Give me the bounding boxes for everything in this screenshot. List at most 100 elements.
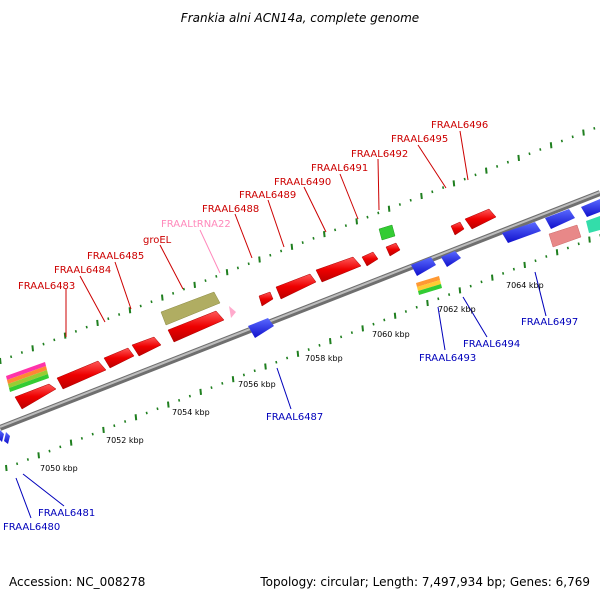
scale-tick [448, 293, 451, 296]
gene-label[interactable]: groEL [143, 235, 172, 246]
forward-gene-track [6, 208, 497, 410]
scale-tick [566, 246, 569, 250]
scale-tick [344, 224, 347, 228]
scale-tick [107, 317, 110, 321]
feature-stack[interactable] [416, 276, 442, 295]
gene-feature[interactable] [56, 360, 107, 390]
genome-backbone [0, 190, 600, 431]
kbp-scale-labels: 7050 kbp 7052 kbp 7054 kbp 7056 kbp 7058… [40, 281, 544, 473]
gene-feature[interactable] [378, 224, 396, 241]
scale-tick [361, 325, 364, 332]
gene-feature[interactable] [0, 430, 4, 442]
scale-tick [225, 269, 229, 276]
gene-label[interactable]: FRAAL6491 [311, 163, 368, 174]
scale-tick [329, 338, 332, 345]
gene-feature[interactable] [315, 256, 362, 283]
scale-tick [437, 297, 440, 301]
gene-label[interactable]: FRAALtRNA22 [161, 219, 231, 230]
gene-label[interactable]: FRAAL6496 [431, 120, 488, 131]
scale-tick [383, 318, 386, 322]
gene-feature[interactable] [258, 291, 274, 307]
gene-feature[interactable] [441, 251, 461, 267]
scale-tick [485, 167, 488, 174]
gene-label[interactable]: FRAAL6487 [266, 412, 323, 423]
gene-label[interactable]: FRAAL6488 [202, 204, 259, 215]
scale-tick [431, 190, 434, 194]
gene-label[interactable]: FRAAL6494 [463, 339, 520, 350]
scale-tick [506, 160, 509, 164]
scale-tick [188, 394, 191, 398]
scale-tick [420, 192, 423, 200]
scale-tick [409, 198, 412, 202]
kbp-label: 7056 kbp [238, 380, 276, 389]
gene-feature[interactable] [275, 273, 317, 300]
scale-tick [74, 329, 77, 333]
gene-label[interactable]: FRAAL6484 [54, 265, 111, 276]
scale-tick [37, 452, 40, 459]
gene-feature[interactable] [464, 208, 497, 230]
gene-feature[interactable] [411, 257, 436, 276]
gene-label[interactable]: FRAAL6497 [521, 317, 578, 328]
gene-feature[interactable] [248, 318, 274, 338]
gene-label[interactable]: FRAAL6483 [18, 281, 75, 292]
scale-tick [275, 360, 278, 364]
scale-tick [350, 331, 353, 335]
gene-feature[interactable] [131, 336, 162, 357]
gene-feature[interactable] [4, 432, 10, 444]
scale-tick [496, 165, 499, 168]
gene-label[interactable]: FRAAL6480 [3, 522, 60, 533]
scale-tick [31, 345, 34, 352]
scale-tick [301, 241, 304, 244]
kbp-label: 7054 kbp [172, 408, 210, 417]
kbp-label: 7064 kbp [506, 281, 544, 290]
gene-feature[interactable] [160, 291, 221, 326]
scale-tick [85, 325, 88, 329]
scale-tick [139, 304, 142, 308]
scale-tick [387, 205, 391, 212]
gene-label[interactable]: FRAAL6485 [87, 251, 144, 262]
scale-tick [545, 255, 548, 258]
gene-feature[interactable] [167, 310, 225, 343]
accession-text: Accession: NC_008278 [9, 575, 145, 589]
scale-tick [231, 376, 235, 383]
lower-tick-track [5, 234, 600, 472]
feature-stack[interactable] [6, 362, 49, 392]
scale-tick [210, 386, 213, 390]
reverse-gene-labels: FRAAL6480 FRAAL6481 FRAAL6487 FRAAL6493 … [3, 317, 578, 533]
gene-feature[interactable] [385, 242, 401, 257]
trna-feature[interactable] [229, 306, 236, 318]
gene-feature[interactable] [103, 347, 135, 369]
scale-tick [167, 401, 170, 408]
scale-tick [63, 332, 67, 339]
kbp-label: 7052 kbp [106, 436, 144, 445]
kbp-label: 7050 kbp [40, 464, 78, 473]
gene-label[interactable]: FRAAL6489 [239, 190, 296, 201]
scale-tick [286, 356, 289, 360]
scale-tick [221, 382, 224, 385]
gene-feature[interactable] [545, 209, 575, 229]
gene-label[interactable]: FRAAL6492 [351, 149, 408, 160]
scale-tick [582, 129, 585, 136]
gene-label[interactable]: FRAAL6490 [274, 177, 331, 188]
gene-label[interactable]: FRAAL6493 [419, 353, 476, 364]
gene-feature[interactable] [581, 199, 600, 217]
scale-tick [242, 373, 245, 377]
scale-tick [318, 343, 321, 347]
scale-tick [134, 414, 138, 421]
gene-feature[interactable] [586, 216, 600, 233]
scale-tick [269, 253, 272, 257]
gene-label[interactable]: FRAAL6495 [391, 134, 448, 145]
scale-tick [469, 284, 472, 288]
gene-feature[interactable] [450, 221, 465, 236]
gene-label[interactable]: FRAAL6481 [38, 508, 95, 519]
gene-feature[interactable] [14, 383, 57, 410]
scale-tick [474, 173, 477, 177]
gene-feature[interactable] [548, 224, 582, 248]
gene-feature[interactable] [502, 222, 541, 243]
scale-tick [204, 279, 207, 283]
scale-tick [161, 294, 164, 301]
gene-feature[interactable] [361, 251, 379, 267]
scale-tick [463, 177, 466, 181]
scale-tick [91, 432, 94, 436]
